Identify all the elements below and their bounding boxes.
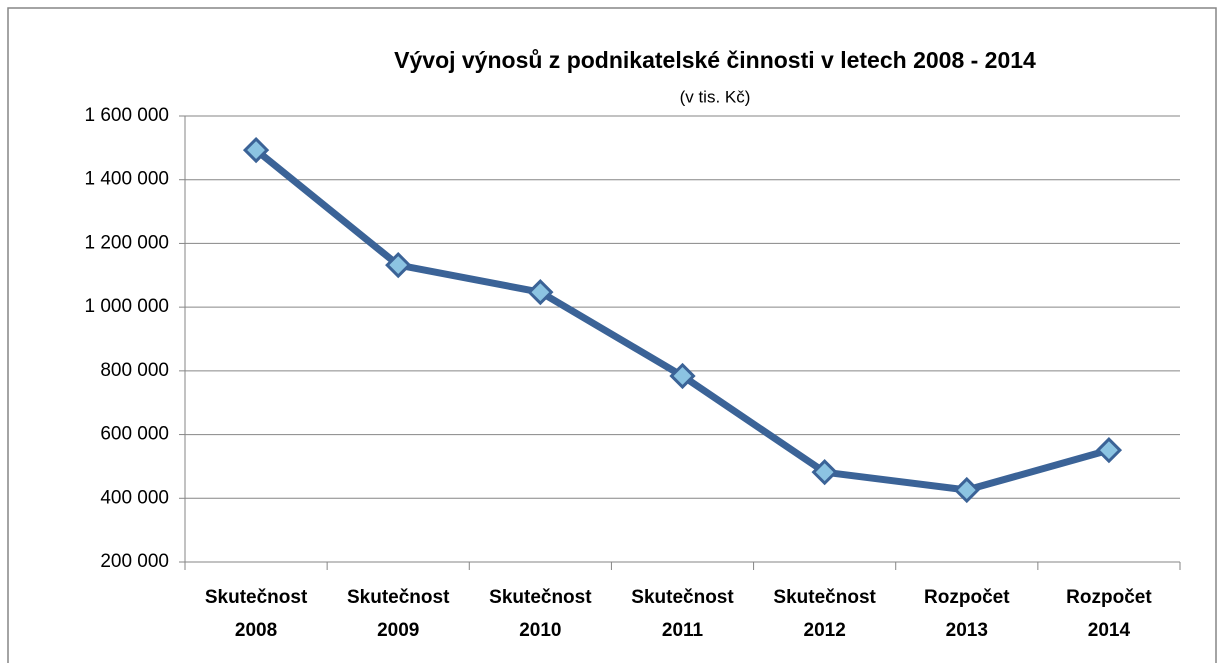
x-tick-label: Rozpočet 2014 bbox=[1066, 587, 1152, 641]
data-marker bbox=[527, 279, 554, 306]
data-marker bbox=[242, 136, 270, 164]
y-tick-label: 400 000 bbox=[100, 487, 169, 508]
y-tick-label: 800 000 bbox=[100, 360, 169, 381]
data-marker bbox=[669, 362, 696, 390]
x-tick-label: Skutečnost 2012 bbox=[773, 587, 876, 641]
y-tick-label: 1 000 000 bbox=[84, 296, 169, 317]
x-tick-label: Rozpočet 2013 bbox=[924, 587, 1010, 641]
data-marker bbox=[385, 251, 412, 279]
y-tick-label: 1 400 000 bbox=[84, 169, 169, 190]
x-tick-label: Skutečnost 2009 bbox=[347, 587, 450, 641]
y-tick-label: 1 600 000 bbox=[84, 105, 169, 126]
data-marker bbox=[811, 459, 838, 486]
y-tick-label: 1 200 000 bbox=[84, 232, 169, 253]
x-tick-label: Skutečnost 2010 bbox=[489, 587, 592, 641]
y-tick-label: 600 000 bbox=[100, 424, 169, 445]
x-tick-label: Skutečnost 2008 bbox=[205, 587, 308, 641]
chart-title: Vývoj výnosů z podnikatelské činnosti v … bbox=[394, 47, 1036, 73]
chart-subtitle: (v tis. Kč) bbox=[680, 87, 751, 106]
data-marker bbox=[953, 476, 980, 504]
y-tick-label: 200 000 bbox=[100, 551, 169, 572]
data-marker bbox=[1095, 437, 1123, 464]
x-tick-label: Skutečnost 2011 bbox=[631, 587, 734, 641]
